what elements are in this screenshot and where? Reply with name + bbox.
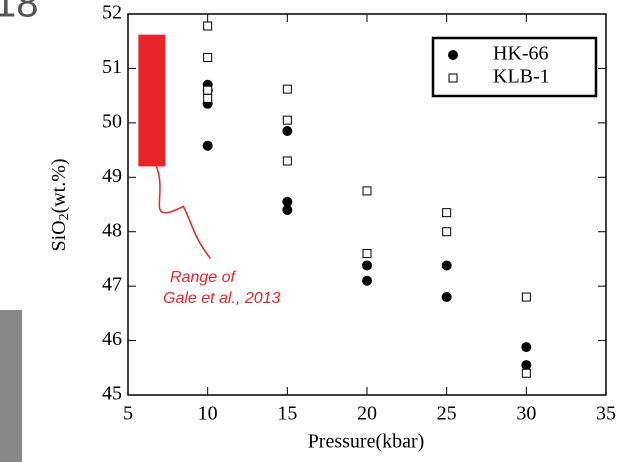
point <box>282 115 292 125</box>
x-tick-label: 30 <box>516 403 536 425</box>
point <box>203 93 213 103</box>
corner-text: 18 <box>0 0 39 26</box>
legend-box <box>431 36 598 98</box>
point <box>521 342 532 353</box>
photo-strip <box>0 310 22 462</box>
point <box>441 260 452 271</box>
point <box>521 368 531 378</box>
y-tick-label: 47 <box>102 274 122 296</box>
point <box>442 227 452 237</box>
y-axis-label: SiO2(wt.%) <box>48 158 73 251</box>
x-tick-label: 20 <box>357 403 377 425</box>
point <box>203 21 213 31</box>
x-axis-label: Pressure(kbar) <box>308 431 425 453</box>
x-tick-label: 5 <box>123 403 133 425</box>
legend-marker <box>448 50 458 60</box>
point <box>203 53 213 63</box>
x-tick-label: 10 <box>198 403 218 425</box>
y-label-part: SiO <box>48 220 70 251</box>
x-tick-label: 35 <box>596 403 616 425</box>
point <box>203 85 213 95</box>
annotation-text: Range of <box>170 269 236 286</box>
annotation-text: Gale et al., 2013 <box>163 290 281 307</box>
point <box>521 360 532 371</box>
point <box>362 248 372 258</box>
y-tick-label: 50 <box>102 110 122 132</box>
point <box>282 156 292 166</box>
y-tick-label: 46 <box>102 328 122 350</box>
point <box>521 292 531 302</box>
annotation-line <box>155 166 211 259</box>
y-tick-label: 45 <box>102 383 122 405</box>
range-box <box>138 34 166 167</box>
point <box>282 84 292 94</box>
legend-label: KLB-1 <box>493 66 550 88</box>
x-tick-label: 25 <box>437 403 457 425</box>
point <box>202 140 213 151</box>
legend-marker <box>448 73 458 83</box>
point <box>282 126 293 137</box>
y-label-part: (wt.%) <box>48 158 70 213</box>
point <box>362 260 372 271</box>
y-tick-label: 52 <box>102 2 122 24</box>
x-tick-label: 15 <box>277 403 297 425</box>
point <box>441 292 452 303</box>
y-label-sub: 2 <box>57 213 72 220</box>
point <box>362 186 372 196</box>
point <box>282 196 293 207</box>
legend-label: HK-66 <box>493 43 549 65</box>
point <box>282 204 293 215</box>
y-tick-label: 51 <box>102 56 122 78</box>
point <box>442 208 452 218</box>
point <box>362 275 372 286</box>
y-tick-label: 48 <box>102 219 122 241</box>
y-tick-label: 49 <box>102 165 122 187</box>
